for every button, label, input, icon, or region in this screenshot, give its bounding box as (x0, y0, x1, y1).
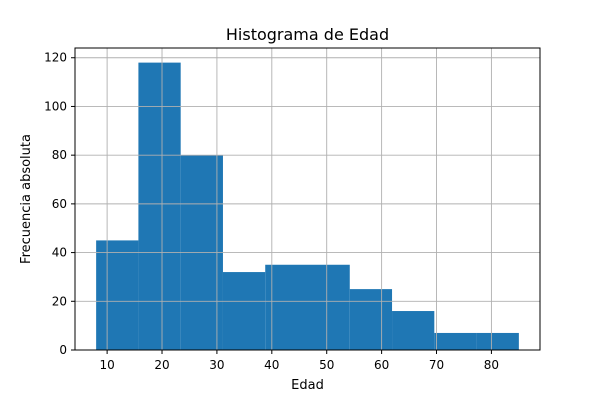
x-tick-label-0: 10 (99, 358, 114, 372)
histogram-bar-4 (265, 264, 308, 350)
y-tick-label-0: 0 (59, 343, 67, 357)
histogram-bar-5 (307, 264, 350, 350)
histogram-bar-6 (349, 289, 393, 350)
y-tick-label-3: 60 (52, 197, 67, 211)
y-tick-label-4: 80 (52, 148, 67, 162)
x-axis-label: Edad (291, 378, 324, 393)
histogram-bar-9 (476, 332, 519, 350)
x-tick-label-3: 40 (264, 358, 279, 372)
bars-layer (96, 62, 519, 350)
histogram-bar-0 (96, 240, 139, 350)
x-tick-label-2: 30 (209, 358, 224, 372)
y-tick-label-1: 20 (52, 294, 67, 308)
x-tick-label-6: 70 (429, 358, 444, 372)
plot-frame (74, 47, 541, 351)
chart-title: Histograma de Edad (226, 25, 389, 44)
y-axis-label: Frecuencia absoluta (19, 134, 34, 264)
y-tick-label-5: 100 (44, 99, 67, 113)
histogram-bar-1 (138, 62, 181, 350)
axes-layer: 10 20 30 40 50 60 70 80 0 20 40 60 80 100 120 (44, 47, 541, 372)
histogram-bar-3 (222, 272, 266, 350)
histogram-bar-7 (392, 311, 435, 350)
histogram-bar-8 (434, 332, 477, 350)
x-tick-label-5: 60 (374, 358, 389, 372)
x-tick-label-4: 50 (319, 358, 334, 372)
x-tick-label-7: 80 (484, 358, 499, 372)
y-tick-label-6: 120 (44, 51, 67, 65)
y-tick-label-2: 40 (52, 246, 67, 260)
x-tick-label-1: 20 (154, 358, 169, 372)
